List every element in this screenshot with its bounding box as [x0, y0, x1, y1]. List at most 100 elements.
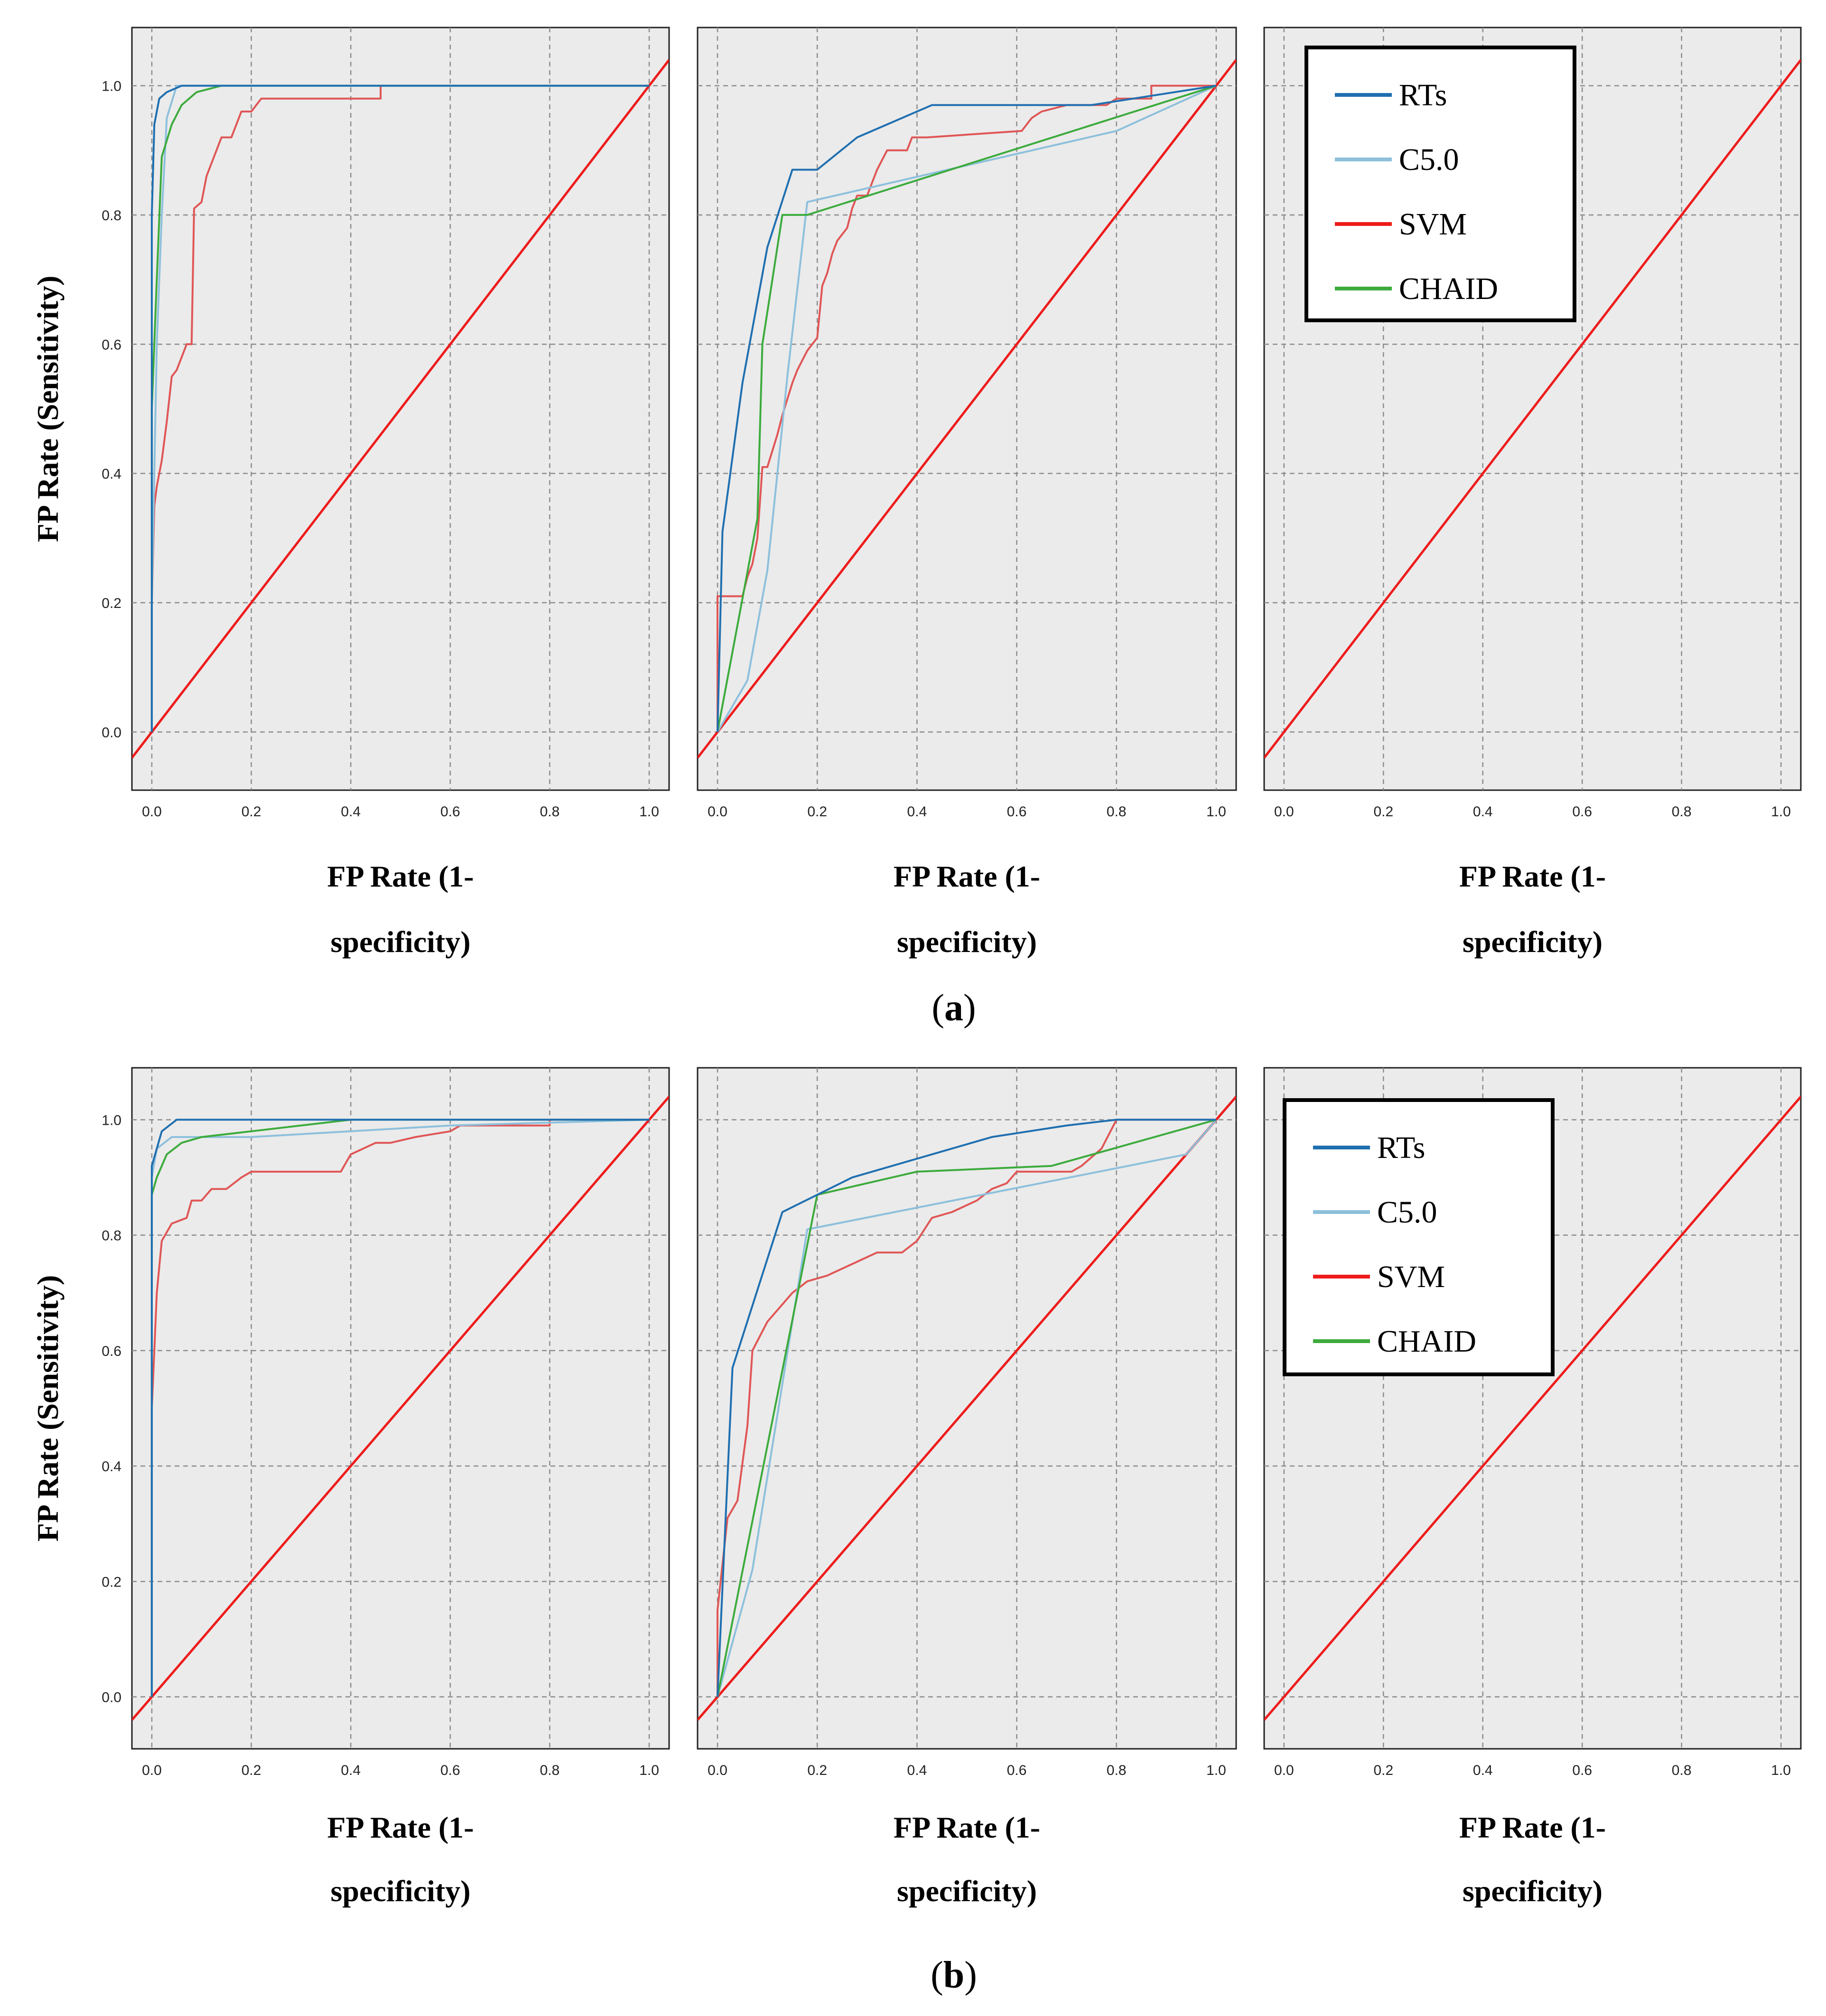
legend-a: RTs C5.0 SVM CHAID — [1304, 46, 1576, 322]
panel-b-1-ytick-0: 0.0 — [102, 1690, 121, 1706]
legend-b-label-0: RTs — [1377, 1130, 1425, 1165]
panel-b-3: 0.0 0.2 0.4 0.6 0.8 1.0 FP Rate (1- specificity… — [1263, 1067, 1802, 1908]
panel-a-2-xtick-3: 0.6 — [1007, 804, 1027, 820]
panel-b-1-ytick-4: 0.8 — [102, 1228, 121, 1244]
panel-a-3-xtick-1: 0.2 — [1373, 804, 1393, 820]
legend-b-label-1: C5.0 — [1377, 1195, 1437, 1230]
panel-b-1-reference-line — [132, 1096, 669, 1721]
roc-panels: 0.0 0.2 0.4 0.6 0.8 1.0 0.0 0.2 0.4 0.6 0.8 1.0 FP R… — [31, 27, 1802, 1908]
panel-b-1-xlabel-line1: FP Rate (1- — [327, 1811, 474, 1844]
panel-a-1-series-rts — [150, 84, 650, 732]
panel-b-2-series-rts — [717, 1119, 1216, 1697]
panel-b-3-xtick-0: 0.0 — [1274, 1763, 1294, 1778]
panel-a-3-reference-line — [1264, 59, 1801, 759]
panel-b-1-xtick-5: 1.0 — [639, 1763, 659, 1778]
panel-a-1-reference-line — [132, 59, 669, 759]
panel-label-a: (a) — [932, 987, 976, 1029]
panel-b-2-series-chaid — [717, 1119, 1217, 1697]
legend-b-label-2: SVM — [1377, 1260, 1445, 1294]
panel-a-2-xtick-2: 0.4 — [907, 804, 927, 820]
panel-a-2-xlabel-line2: specificity) — [897, 925, 1037, 959]
panel-b-2-xtick-1: 0.2 — [807, 1763, 827, 1778]
panel-b-2-xlabel-line1: FP Rate (1- — [894, 1811, 1040, 1844]
panel-a-3: 0.0 0.2 0.4 0.6 0.8 1.0 FP Rate (1- specificity… — [1263, 27, 1802, 959]
panel-b-1-series-rts — [150, 1119, 650, 1697]
panel-a-1-xtick-3: 0.6 — [440, 804, 460, 820]
panel-a-1: 0.0 0.2 0.4 0.6 0.8 1.0 0.0 0.2 0.4 0.6 0.8 1.0 FP R… — [31, 27, 670, 959]
panel-a-1-xtick-4: 0.8 — [540, 804, 560, 820]
panel-b-3-xtick-3: 0.6 — [1572, 1763, 1592, 1778]
panel-a-2-xtick-5: 1.0 — [1206, 804, 1226, 820]
panel-b-1-xtick-2: 0.4 — [341, 1763, 361, 1778]
panel-b-1-xtick-4: 0.8 — [540, 1763, 560, 1778]
panel-a-3-xlabel-line1: FP Rate (1- — [1459, 859, 1606, 893]
panel-b-1-ytick-5: 1.0 — [102, 1112, 121, 1128]
legend-a-label-2: SVM — [1399, 207, 1467, 242]
panel-b-3-xtick-2: 0.4 — [1473, 1763, 1493, 1778]
panel-b-2-xlabel-line2: specificity) — [897, 1874, 1037, 1908]
panel-a-1-xlabel-line2: specificity) — [331, 925, 471, 959]
panel-b-2-xtick-2: 0.4 — [907, 1763, 927, 1778]
panel-b-1-series-chaid — [150, 1119, 650, 1697]
panel-a-3-xtick-5: 1.0 — [1771, 804, 1791, 820]
panel-a-2: 0.0 0.2 0.4 0.6 0.8 1.0 FP Rate (1- specificity… — [697, 27, 1237, 959]
legend-b-label-3: CHAID — [1377, 1324, 1476, 1359]
panel-b-2-xtick-5: 1.0 — [1206, 1763, 1226, 1778]
panel-b-1-ylabel: FP Rate (Sensitivity) — [31, 1275, 65, 1542]
panel-b-1-ytick-2: 0.4 — [102, 1459, 121, 1475]
panel-a-3-xtick-0: 0.0 — [1274, 804, 1294, 820]
panel-a-3-xtick-4: 0.8 — [1672, 804, 1692, 820]
panel-a-2-series-rts — [717, 84, 1217, 732]
panel-b-2-xtick-4: 0.8 — [1107, 1763, 1127, 1778]
panel-a-1-xlabel-line1: FP Rate (1- — [327, 859, 474, 893]
panel-b-2-xtick-0: 0.0 — [708, 1763, 727, 1778]
panel-a-3-xlabel-line2: specificity) — [1463, 925, 1602, 959]
panel-a-2-series-svm — [717, 84, 1216, 732]
panel-a-2-reference-line — [698, 59, 1236, 759]
panel-b-3-reference-line — [1264, 1096, 1801, 1721]
panel-a-1-ylabel: FP Rate (Sensitivity) — [31, 276, 65, 542]
panel-b-3-xlabel-line1: FP Rate (1- — [1459, 1811, 1606, 1844]
panel-b-3-xlabel-line2: specificity) — [1463, 1874, 1602, 1908]
panel-a-1-series-svm — [150, 84, 650, 732]
panel-b-1: 0.0 0.2 0.4 0.6 0.8 1.0 0.0 0.2 0.4 0.6 0.8 1.0 FP R… — [31, 1067, 670, 1908]
legend-a-box — [1304, 46, 1576, 322]
panel-a-1-series-chaid — [150, 84, 650, 732]
panel-b-2-series-c50 — [717, 1119, 1217, 1698]
panel-a-3-xtick-3: 0.6 — [1572, 804, 1592, 820]
panel-a-1-xtick-0: 0.0 — [142, 804, 162, 820]
panel-a-3-xtick-2: 0.4 — [1473, 804, 1493, 820]
panel-a-1-ytick-5: 1.0 — [102, 79, 121, 94]
panel-b-1-xtick-1: 0.2 — [242, 1763, 261, 1778]
panel-a-1-ytick-4: 0.8 — [102, 208, 121, 224]
panel-a-2-xtick-4: 0.8 — [1107, 804, 1127, 820]
panel-b-1-ytick-1: 0.2 — [102, 1574, 121, 1590]
panel-a-1-xtick-5: 1.0 — [639, 804, 659, 820]
legend-a-label-0: RTs — [1399, 78, 1447, 112]
legend-a-label-3: CHAID — [1399, 271, 1498, 306]
panel-b-1-ytick-3: 0.6 — [102, 1344, 121, 1359]
panel-a-1-xtick-1: 0.2 — [242, 804, 261, 820]
legend-a-label-1: C5.0 — [1399, 142, 1459, 177]
panel-a-2-xtick-0: 0.0 — [708, 804, 727, 820]
panel-b-2-series-svm — [717, 1119, 1216, 1697]
panel-a-1-ytick-3: 0.6 — [102, 337, 121, 353]
panel-b-3-xtick-4: 0.8 — [1672, 1763, 1692, 1778]
panel-a-2-xlabel-line1: FP Rate (1- — [894, 859, 1040, 893]
panel-b-1-xtick-3: 0.6 — [440, 1763, 460, 1778]
panel-a-1-xtick-2: 0.4 — [341, 804, 361, 820]
panel-label-b: (b) — [931, 1954, 977, 1996]
panel-a-2-series-c50 — [717, 84, 1217, 733]
panel-b-1-series-svm — [150, 1119, 650, 1697]
panel-b-2-reference-line — [698, 1096, 1236, 1721]
panel-a-1-ytick-0: 0.0 — [102, 725, 121, 740]
panel-b-3-xtick-1: 0.2 — [1373, 1763, 1393, 1778]
panel-a-2-xtick-1: 0.2 — [807, 804, 827, 820]
panel-b-1-xtick-0: 0.0 — [142, 1763, 162, 1778]
panel-a-1-ytick-1: 0.2 — [102, 596, 121, 611]
panel-b-2-xtick-3: 0.6 — [1007, 1763, 1027, 1778]
panel-a-2-series-chaid — [717, 84, 1217, 732]
panel-b-2: 0.0 0.2 0.4 0.6 0.8 1.0 FP Rate (1- specificity… — [697, 1067, 1237, 1908]
panel-a-1-ytick-2: 0.4 — [102, 467, 121, 482]
